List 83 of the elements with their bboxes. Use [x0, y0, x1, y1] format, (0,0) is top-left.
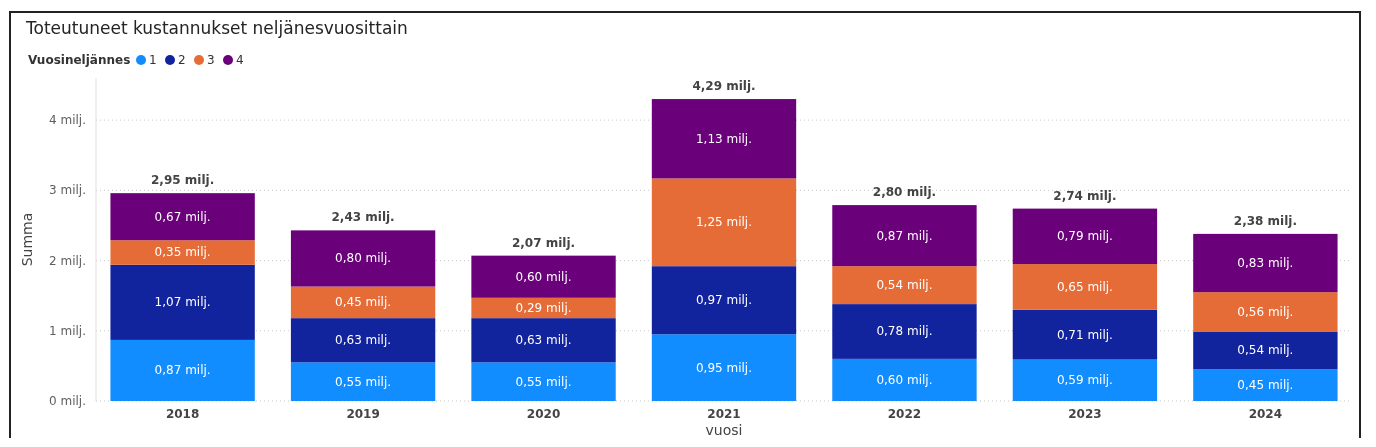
bar	[832, 358, 977, 401]
bar	[290, 362, 436, 401]
legend-label: 4	[236, 53, 244, 67]
bar	[832, 304, 977, 359]
data-label: 0,60 milj.	[876, 372, 933, 387]
data-label: 0,63 milj.	[335, 333, 392, 348]
data-label: 1,25 milj.	[695, 215, 753, 230]
data-label: 0,63 milj.	[515, 333, 572, 348]
bar	[471, 297, 616, 319]
bar	[651, 266, 797, 335]
data-label: 0,35 milj.	[154, 245, 211, 260]
x-tick-label: 2020	[526, 407, 561, 421]
y-tick-label: 2 milj.	[49, 253, 86, 268]
data-label: 0,65 milj.	[1056, 279, 1113, 294]
legend-label: 2	[178, 53, 186, 67]
data-label: 0,87 milj.	[876, 228, 933, 243]
bar	[471, 362, 616, 401]
bar	[651, 334, 797, 401]
data-label: 0,45 milj.	[1237, 378, 1294, 393]
bar	[471, 318, 616, 363]
data-label: 0,45 milj.	[335, 295, 392, 310]
data-label: 0,29 milj.	[515, 300, 572, 315]
bar	[1012, 208, 1158, 265]
data-label: 0,55 milj.	[335, 374, 392, 389]
bar	[1193, 233, 1338, 293]
bar	[110, 339, 255, 401]
y-tick-label: 0 milj.	[49, 394, 86, 408]
bar	[290, 318, 436, 363]
x-tick-label: 2023	[1068, 407, 1102, 421]
bar	[1012, 359, 1158, 401]
x-tick-label: 2022	[887, 407, 922, 421]
bar	[110, 240, 255, 265]
bar	[1193, 369, 1338, 401]
y-tick-label: 1 milj.	[49, 323, 86, 338]
data-label: 0,79 milj.	[1056, 229, 1113, 244]
bar	[832, 266, 977, 305]
data-label: 0,55 milj.	[515, 374, 572, 389]
bar	[110, 264, 255, 340]
data-label: 0,71 milj.	[1056, 327, 1113, 342]
legend-title: Vuosineljännes	[28, 53, 131, 67]
bar	[471, 255, 616, 298]
total-label: 2,95 milj.	[151, 173, 215, 188]
data-label: 0,83 milj.	[1237, 256, 1294, 271]
chart-title: Toteutuneet kustannukset neljänesvuosittain	[25, 18, 408, 38]
data-label: 0,54 milj.	[876, 278, 933, 293]
x-axis-title: vuosi	[705, 422, 743, 438]
data-label: 0,60 milj.	[515, 269, 572, 284]
x-tick-label: 2021	[707, 407, 741, 421]
data-label: 0,80 milj.	[335, 251, 392, 266]
y-tick-label: 3 milj.	[49, 183, 86, 198]
bar	[1012, 309, 1158, 360]
total-label: 2,07 milj.	[511, 235, 576, 250]
bar	[290, 286, 436, 319]
data-label: 0,54 milj.	[1237, 343, 1294, 358]
total-label: 2,43 milj.	[331, 210, 395, 225]
total-label: 4,29 milj.	[692, 79, 756, 94]
data-label: 0,95 milj.	[695, 360, 753, 375]
total-label: 2,38 milj.	[1233, 213, 1297, 228]
x-tick-label: 2019	[346, 407, 380, 421]
bar	[290, 230, 436, 287]
bar	[1012, 264, 1158, 310]
bar	[110, 193, 255, 241]
data-label: 1,13 milj.	[695, 131, 753, 146]
bar	[832, 205, 977, 267]
bar	[1193, 292, 1338, 332]
y-tick-label: 4 milj.	[49, 113, 86, 128]
bar	[651, 178, 797, 267]
legend-label: 3	[207, 53, 215, 67]
legend-label: 1	[149, 53, 157, 67]
total-label: 2,80 milj.	[872, 185, 937, 200]
data-label: 1,07 milj.	[154, 295, 211, 310]
data-label: 0,67 milj.	[154, 209, 211, 224]
data-label: 0,59 milj.	[1056, 373, 1113, 388]
bar	[651, 99, 797, 179]
total-label: 2,74 milj.	[1053, 188, 1117, 203]
data-label: 0,56 milj.	[1237, 304, 1294, 319]
bar	[1193, 331, 1338, 370]
data-label: 0,87 milj.	[154, 363, 211, 378]
x-tick-label: 2024	[1248, 407, 1283, 421]
data-label: 0,78 milj.	[876, 324, 933, 339]
y-axis-title: Summa	[19, 212, 35, 267]
x-tick-label: 2018	[165, 407, 200, 421]
data-label: 0,97 milj.	[695, 293, 753, 308]
